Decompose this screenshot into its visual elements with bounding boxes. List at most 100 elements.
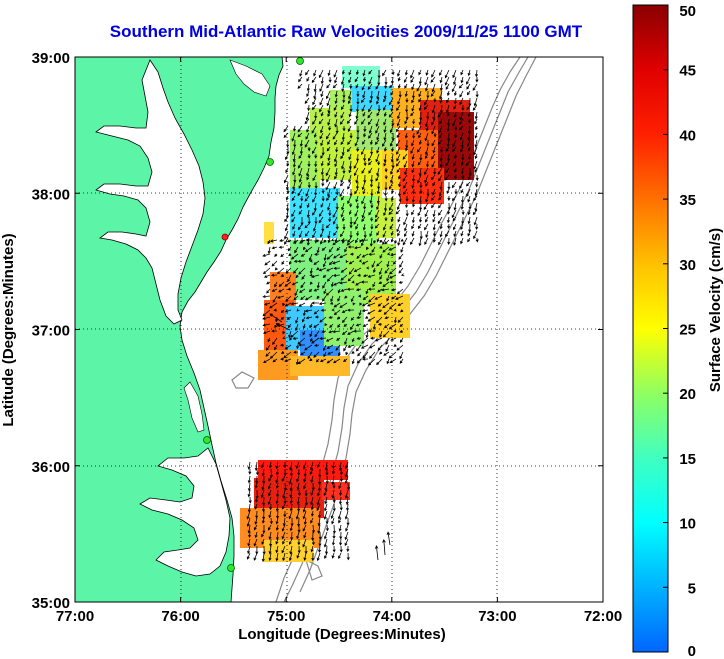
velocity-arrow xyxy=(293,267,299,274)
velocity-arrow xyxy=(331,517,335,525)
velocity-arrow xyxy=(304,496,308,506)
velocity-arrow xyxy=(362,323,369,327)
velocity-arrow xyxy=(324,323,328,327)
velocity-arrow xyxy=(312,230,317,239)
velocity-arrow xyxy=(332,209,338,218)
velocity-arrow xyxy=(342,90,346,99)
velocity-arrow xyxy=(453,153,457,159)
velocity-arrow xyxy=(425,125,429,132)
velocity-arrow xyxy=(446,111,450,117)
velocity-arrow xyxy=(425,181,429,187)
colorbar-tick-label: 5 xyxy=(688,580,696,597)
velocity-arrow xyxy=(362,139,366,145)
velocity-arrow xyxy=(278,245,285,249)
velocity-arrow xyxy=(297,132,303,138)
velocity-arrow xyxy=(404,69,408,76)
velocity-arrow xyxy=(418,118,422,126)
velocity-arrow xyxy=(341,132,345,141)
velocity-arrow xyxy=(446,104,450,114)
velocity-arrow xyxy=(431,153,436,160)
velocity-arrow xyxy=(384,195,388,202)
velocity-arrow xyxy=(388,97,394,106)
velocity-arrow xyxy=(331,538,335,546)
velocity-arrow xyxy=(309,281,313,285)
velocity-arrow xyxy=(267,246,271,255)
velocity-arrow xyxy=(247,545,251,555)
velocity-arrow xyxy=(261,517,265,524)
velocity-arrow xyxy=(404,83,408,89)
velocity-arrow xyxy=(396,132,401,139)
velocity-arrow xyxy=(369,351,376,359)
velocity-arrow xyxy=(295,316,299,324)
velocity-arrow xyxy=(418,132,422,139)
velocity-arrow xyxy=(276,295,285,299)
velocity-arrow xyxy=(391,295,397,300)
velocity-arrow xyxy=(367,287,376,291)
velocity-arrow xyxy=(346,118,352,124)
velocity-arrow xyxy=(368,104,373,113)
velocity-arrow xyxy=(298,302,306,307)
velocity-arrow xyxy=(376,146,380,154)
velocity-arrow xyxy=(473,230,478,240)
velocity-arrow xyxy=(327,69,331,77)
velocity-arrow xyxy=(329,323,334,328)
velocity-arrow xyxy=(344,246,348,253)
velocity-arrow xyxy=(453,97,458,105)
velocity-arrow xyxy=(313,288,320,292)
velocity-arrow xyxy=(307,153,311,159)
velocity-arrow xyxy=(412,188,416,195)
velocity-arrow xyxy=(339,531,343,540)
velocity-arrow xyxy=(348,260,355,265)
velocity-arrow xyxy=(369,237,373,247)
velocity-arrow xyxy=(289,545,293,555)
velocity-arrow xyxy=(314,153,318,159)
velocity-arrow xyxy=(271,329,278,333)
velocity-arrow xyxy=(474,125,478,131)
velocity-arrow xyxy=(328,216,332,223)
velocity-arrow xyxy=(302,510,307,520)
velocity-arrow xyxy=(321,195,325,202)
velocity-arrow xyxy=(367,329,376,333)
velocity-arrow xyxy=(348,153,352,161)
velocity-arrow xyxy=(326,344,334,349)
velocity-arrow xyxy=(424,174,429,184)
velocity-arrow xyxy=(333,281,341,286)
velocity-arrow xyxy=(332,503,336,512)
velocity-arrow xyxy=(311,531,315,541)
velocity-arrow xyxy=(311,337,320,344)
velocity-arrow xyxy=(347,237,352,243)
velocity-arrow xyxy=(432,209,436,218)
velocity-arrow xyxy=(460,167,465,175)
velocity-arrow xyxy=(291,209,296,218)
velocity-arrow xyxy=(368,209,373,216)
velocity-arrow xyxy=(418,216,423,223)
velocity-arrow xyxy=(400,246,404,253)
velocity-arrow xyxy=(303,475,307,483)
velocity-arrow xyxy=(292,223,296,230)
velocity-arrow xyxy=(349,230,353,239)
velocity-arrow xyxy=(327,139,331,145)
velocity-arrow xyxy=(275,461,279,470)
velocity-arrow xyxy=(412,202,416,208)
velocity-arrow xyxy=(376,167,380,177)
velocity-arrow xyxy=(431,104,436,114)
velocity-arrow xyxy=(347,330,355,335)
velocity-arrow xyxy=(357,273,362,277)
velocity-arrow xyxy=(365,288,369,295)
velocity-arrow xyxy=(402,153,408,160)
velocity-arrow xyxy=(467,146,471,152)
velocity-arrow xyxy=(361,104,366,112)
velocity-arrow xyxy=(459,132,464,141)
velocity-arrow xyxy=(381,288,390,292)
velocity-arrow xyxy=(297,188,303,197)
velocity-arrow xyxy=(319,230,324,238)
velocity-arrow xyxy=(284,237,289,245)
velocity-arrow xyxy=(320,167,324,176)
velocity-arrow xyxy=(405,195,409,202)
velocity-arrow xyxy=(361,209,366,219)
velocity-arrow xyxy=(431,139,436,147)
velocity-arrow xyxy=(460,69,464,76)
velocity-arrow xyxy=(368,167,373,174)
station-marker xyxy=(266,158,274,166)
velocity-arrow xyxy=(334,167,338,176)
